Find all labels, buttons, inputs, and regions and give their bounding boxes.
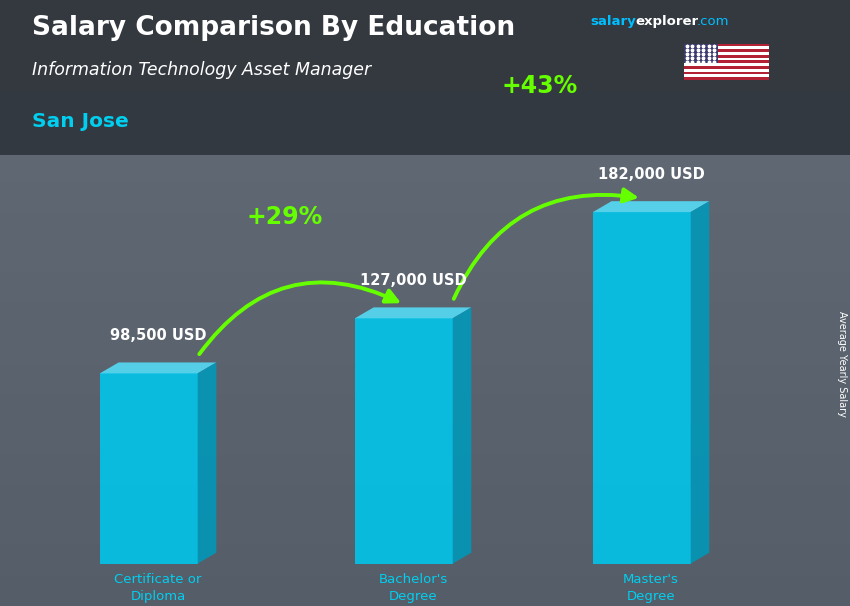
Bar: [0, 394, 850, 424]
Polygon shape: [690, 201, 709, 564]
Bar: [684, 58, 769, 61]
Bar: [0, 485, 850, 515]
Bar: [0, 333, 850, 364]
Bar: [0, 30, 850, 61]
Bar: [0, 545, 850, 576]
Bar: [0, 364, 850, 394]
Text: salary: salary: [591, 15, 637, 28]
Polygon shape: [452, 307, 471, 564]
Bar: [0, 273, 850, 303]
Text: Bachelor's
Degree: Bachelor's Degree: [378, 573, 448, 603]
Text: explorer: explorer: [636, 15, 699, 28]
Text: 127,000 USD: 127,000 USD: [360, 273, 467, 288]
Text: Information Technology Asset Manager: Information Technology Asset Manager: [32, 61, 371, 79]
Bar: [0, 303, 850, 333]
Polygon shape: [592, 201, 709, 212]
Bar: [0, 212, 850, 242]
Text: .com: .com: [697, 15, 729, 28]
Text: San Jose: San Jose: [32, 112, 129, 131]
Bar: [0, 91, 850, 121]
Bar: [684, 69, 769, 72]
Polygon shape: [355, 318, 452, 564]
Bar: [684, 63, 769, 66]
Bar: [0, 515, 850, 545]
Bar: [684, 55, 769, 58]
Bar: [684, 75, 769, 77]
Polygon shape: [355, 307, 471, 318]
Bar: [0, 121, 850, 152]
Polygon shape: [592, 212, 690, 564]
Bar: [0, 424, 850, 454]
Bar: [0, 182, 850, 212]
Text: Salary Comparison By Education: Salary Comparison By Education: [32, 15, 515, 41]
Bar: [0, 454, 850, 485]
Bar: [684, 44, 718, 63]
Bar: [684, 44, 769, 47]
Bar: [684, 72, 769, 75]
Text: 98,500 USD: 98,500 USD: [110, 328, 207, 343]
Bar: [0, 152, 850, 182]
Text: Average Yearly Salary: Average Yearly Salary: [837, 311, 847, 416]
Bar: [0, 0, 850, 30]
Polygon shape: [100, 362, 216, 373]
Text: +43%: +43%: [502, 74, 578, 98]
Bar: [0, 576, 850, 606]
Text: +29%: +29%: [246, 204, 323, 228]
Bar: [684, 61, 769, 63]
Polygon shape: [100, 373, 197, 564]
Bar: [684, 66, 769, 69]
Bar: [0, 61, 850, 91]
Polygon shape: [197, 362, 216, 564]
Text: Certificate or
Diploma: Certificate or Diploma: [115, 573, 201, 603]
Bar: [0, 242, 850, 273]
Text: 182,000 USD: 182,000 USD: [598, 167, 705, 182]
Bar: [684, 52, 769, 55]
Bar: [684, 47, 769, 49]
Bar: [684, 49, 769, 52]
Text: Master's
Degree: Master's Degree: [623, 573, 679, 603]
Bar: [0, 0, 850, 155]
Bar: [684, 77, 769, 80]
